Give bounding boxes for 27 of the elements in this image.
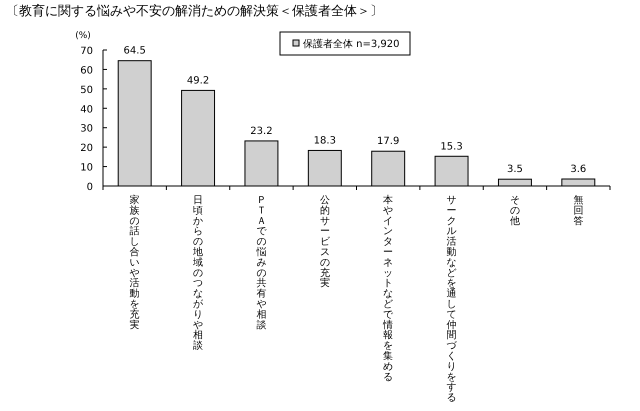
x-tick-label: 本やインターネットなどで情報を集める bbox=[383, 195, 394, 383]
x-tick-label: その他 bbox=[510, 195, 520, 227]
y-tick-label: 30 bbox=[80, 124, 93, 135]
data-label: 64.5 bbox=[124, 46, 146, 57]
x-tick-label: 無回答 bbox=[573, 195, 584, 227]
data-label: 23.2 bbox=[250, 126, 273, 137]
x-tick-label: 家族の話し合いや活動を充実 bbox=[130, 195, 140, 331]
y-tick-label: 60 bbox=[80, 65, 93, 76]
y-tick-label: 50 bbox=[80, 84, 93, 96]
y-tick-label: 40 bbox=[80, 104, 93, 116]
data-label: 17.9 bbox=[377, 136, 400, 148]
data-label: 49.2 bbox=[186, 75, 210, 86]
y-tick-label: 70 bbox=[80, 46, 93, 57]
y-tick-label: 20 bbox=[80, 143, 93, 154]
y-axis-title: (%) bbox=[75, 31, 91, 41]
y-tick-label: 10 bbox=[80, 162, 93, 174]
x-tick-label: 公的サービスの充実 bbox=[320, 195, 330, 290]
legend-label: 保護者全体 n=3,920 bbox=[303, 38, 400, 50]
data-label: 3.5 bbox=[506, 164, 523, 176]
data-label: 15.3 bbox=[440, 141, 463, 152]
data-label: 3.6 bbox=[570, 164, 586, 176]
data-label: 18.3 bbox=[314, 135, 336, 146]
chart-title: 〔教育に関する悩みや不安の解消ための解決策＜保護者全体＞〕 bbox=[6, 3, 383, 19]
y-tick-label: 0 bbox=[86, 182, 93, 193]
x-tick-label: サークル活動などを通して仲間づくりをする bbox=[446, 195, 457, 404]
x-tick-label: 日頃からの地域のつながりや相談 bbox=[193, 195, 204, 352]
x-tick-label: ＰＴＡでの悩みの共有や相談 bbox=[256, 195, 266, 331]
